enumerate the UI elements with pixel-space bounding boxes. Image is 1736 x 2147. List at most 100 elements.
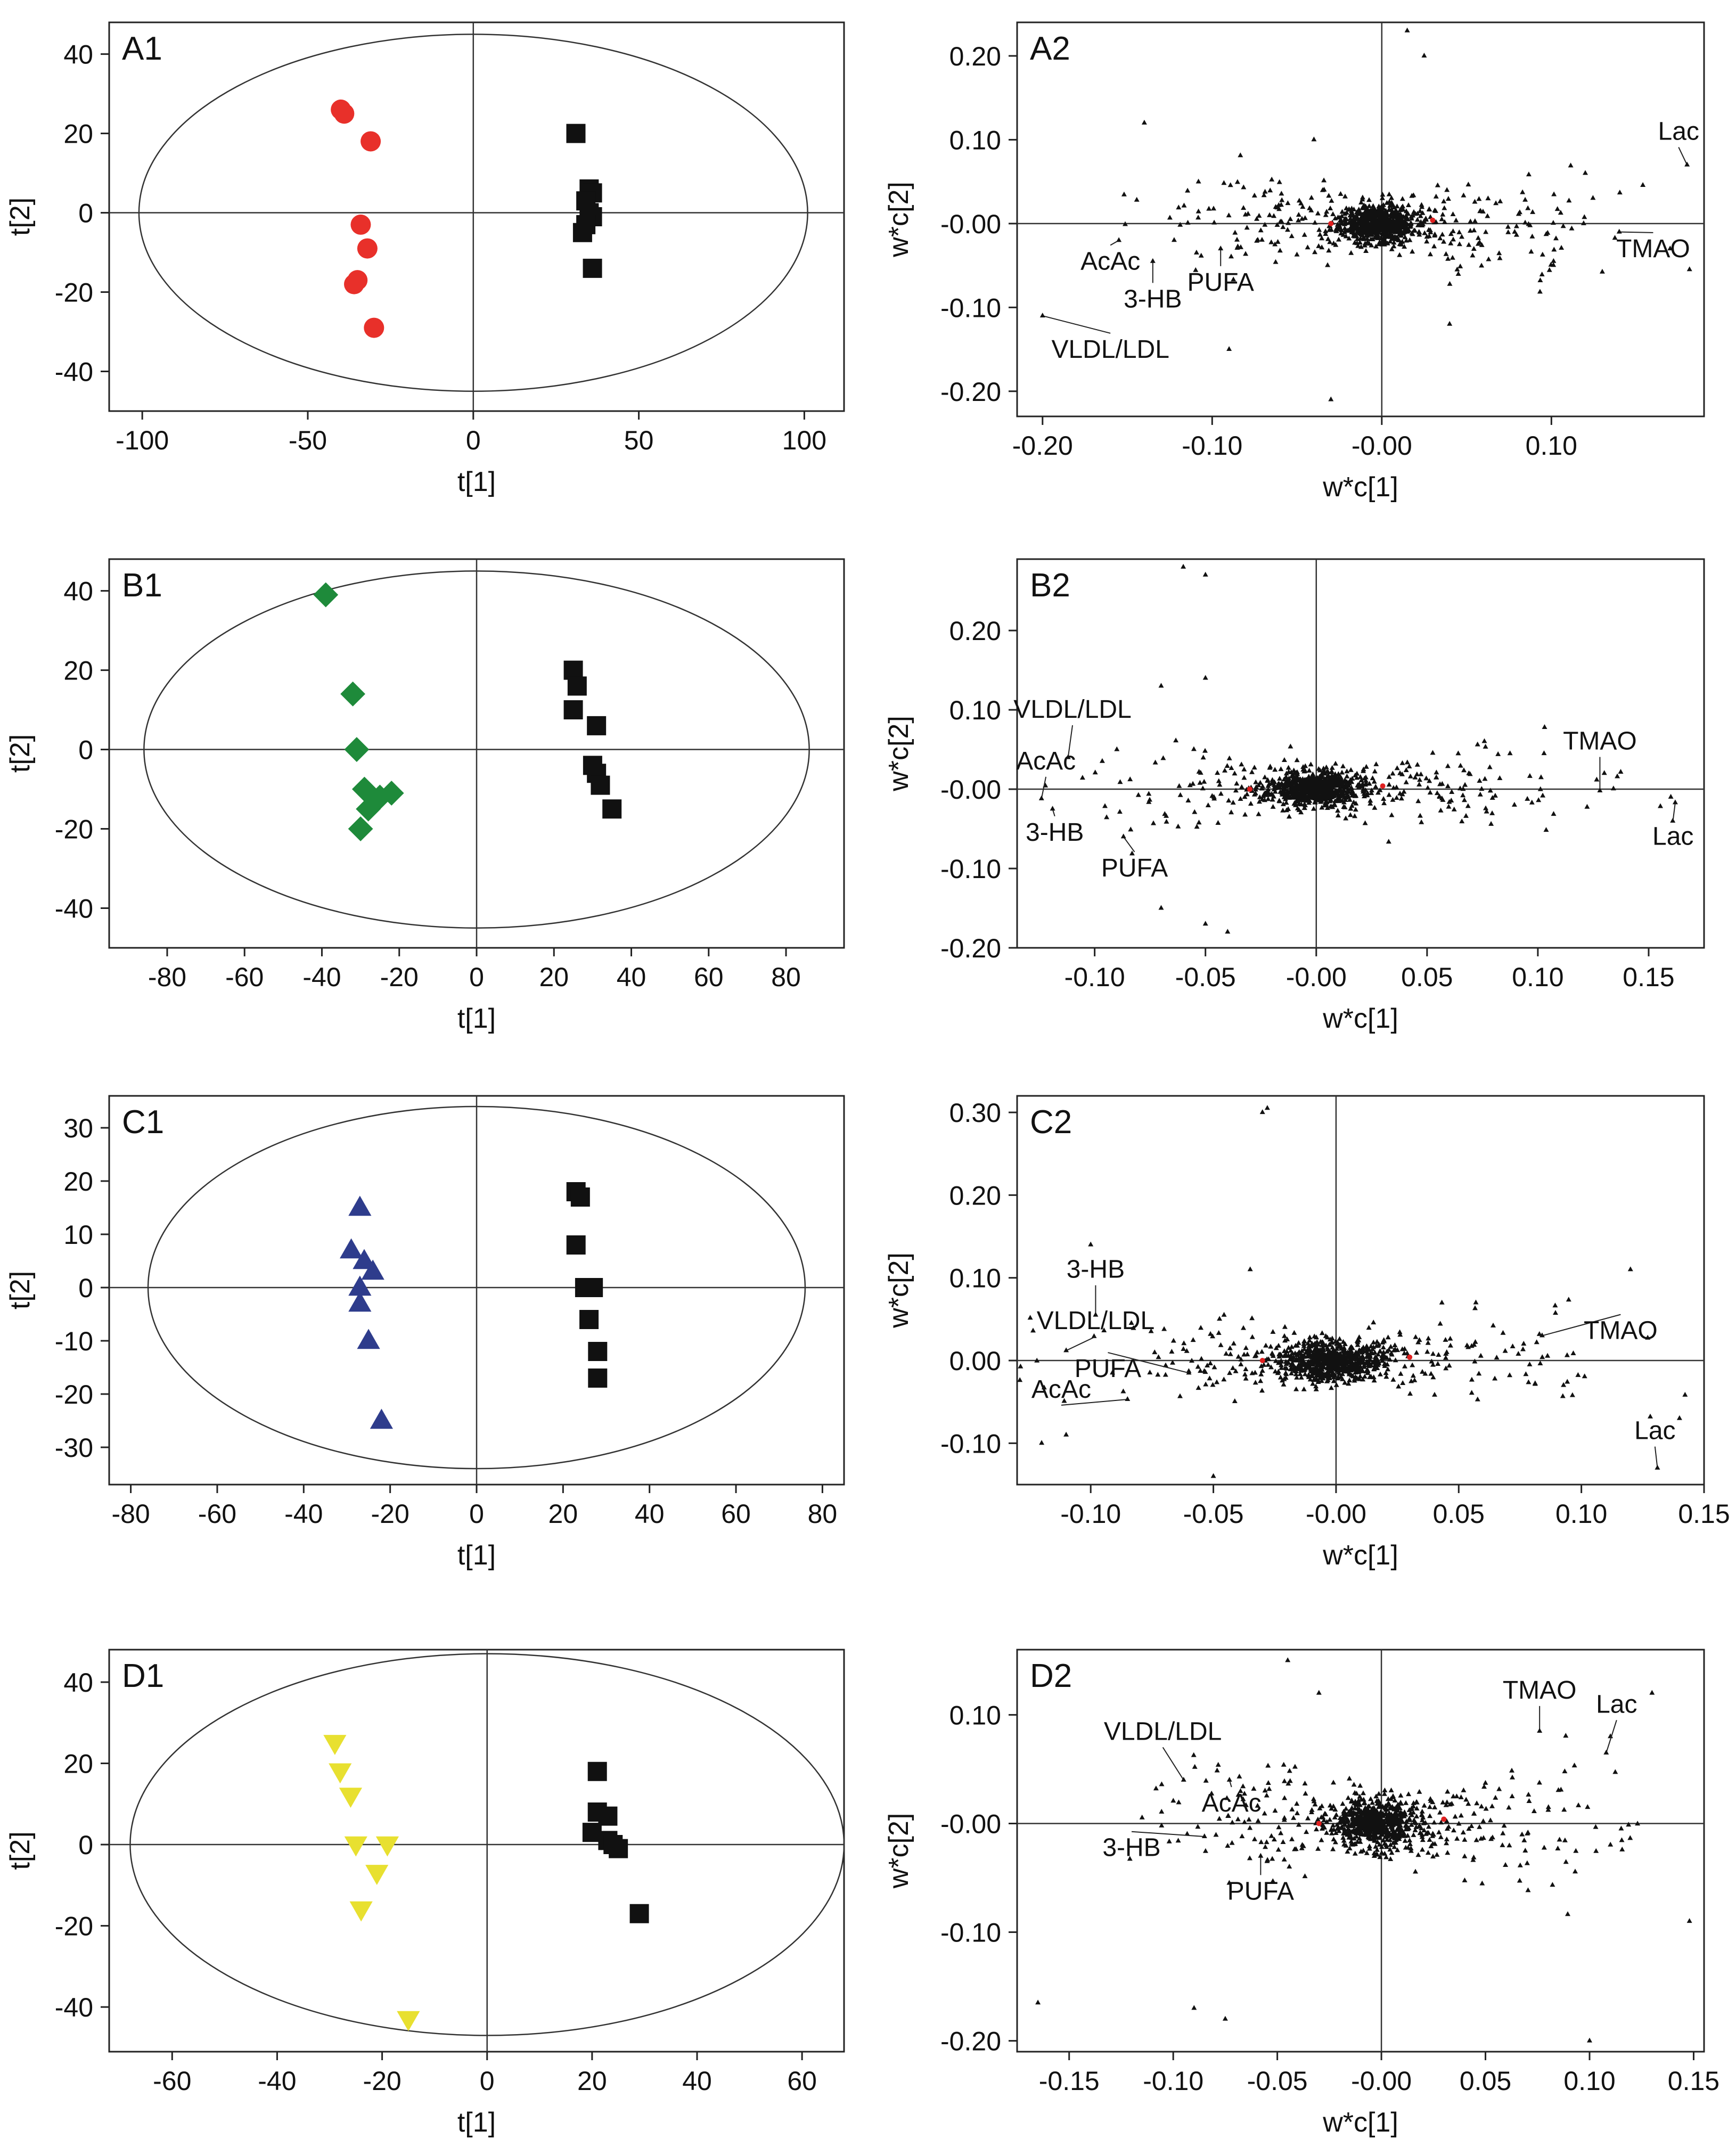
annotation-label: PUFA <box>1188 268 1254 297</box>
y-axis-label: w*c[2] <box>883 182 914 258</box>
x-tick-label: 0 <box>466 425 481 455</box>
score-point-control <box>588 1368 608 1388</box>
x-tick-label: 60 <box>721 1499 751 1529</box>
x-tick-label: 0.10 <box>1526 431 1577 461</box>
score-point-group <box>397 2011 420 2031</box>
score-point-group <box>370 1408 394 1429</box>
plot-frame <box>1016 558 1705 949</box>
y-tick-label: -30 <box>55 1433 93 1463</box>
y-tick-label: 20 <box>63 656 93 686</box>
panel-label: C2 <box>1030 1104 1072 1141</box>
x-tick-label: 0.10 <box>1563 2066 1615 2096</box>
x-tick-label: 0.15 <box>1668 2066 1719 2096</box>
panel-c2: -0.10 -0.05 -0.00 0.05 0.10 0.15 -0.10 0.00 0.10… <box>883 1095 1730 1571</box>
x-tick-label: -50 <box>289 425 327 455</box>
score-point-group <box>348 1275 372 1296</box>
score-point-control <box>566 1235 586 1255</box>
y-axis-label: t[2] <box>5 1271 36 1309</box>
y-axis-label: t[2] <box>5 198 36 236</box>
x-tick-label: 0.15 <box>1623 962 1674 992</box>
score-point-control <box>563 700 583 720</box>
y-axis-label: w*c[2] <box>883 716 914 792</box>
annotation-point <box>1125 1396 1131 1402</box>
x-tick-label: 60 <box>787 2066 817 2096</box>
score-point-control <box>591 775 610 795</box>
annotation-point <box>1116 237 1122 242</box>
annotation-label: AcAc <box>1202 1789 1262 1817</box>
y-tick-label: 30 <box>63 1113 93 1143</box>
annotation-label: TMAO <box>1616 235 1690 263</box>
annotation-point <box>1181 1776 1186 1782</box>
score-point-group <box>356 796 381 822</box>
x-tick-label: 40 <box>635 1499 665 1529</box>
y-tick-label: 0.00 <box>949 1346 1001 1376</box>
y-tick-label: 0.20 <box>949 42 1001 71</box>
annotation-point <box>1201 1833 1207 1838</box>
annotation-leader <box>1061 1399 1128 1406</box>
y-tick-label: 0 <box>78 735 93 765</box>
reference-point <box>1259 1358 1265 1364</box>
annotation-leader <box>1619 231 1653 233</box>
x-tick-label: -40 <box>284 1499 323 1529</box>
score-point-group <box>349 1901 373 1922</box>
y-tick-label: -40 <box>55 357 93 387</box>
score-point-group <box>357 1329 380 1349</box>
x-axis-label: w*c[1] <box>1322 472 1398 503</box>
score-point-group <box>329 1763 352 1784</box>
annotation-leader <box>1042 315 1111 334</box>
x-tick-label: 20 <box>548 1499 578 1529</box>
y-tick-label: -40 <box>55 1993 93 2022</box>
x-tick-label: -0.05 <box>1183 1499 1244 1529</box>
x-tick-label: -0.00 <box>1286 962 1347 992</box>
score-point-group <box>348 1195 372 1216</box>
x-tick-label: 100 <box>782 425 826 455</box>
annotation-point <box>1150 258 1156 263</box>
y-tick-label: 20 <box>63 1749 93 1779</box>
panel-label: C1 <box>122 1104 164 1141</box>
annotation-label: 3-HB <box>1102 1834 1160 1862</box>
annotation-point <box>1065 754 1071 759</box>
x-tick-label: 0.05 <box>1460 2066 1511 2096</box>
panel-a2: -0.20 -0.10 -0.00 0.10 -0.20 -0.10 -0.00 0.10 0.… <box>883 21 1705 503</box>
annotation-label: PUFA <box>1075 1355 1141 1383</box>
annotation-label: Lac <box>1634 1417 1675 1445</box>
annotation-point <box>1539 1332 1545 1338</box>
x-tick-label: 0 <box>469 1499 484 1529</box>
x-tick-label: 80 <box>771 962 801 992</box>
reference-point <box>1328 220 1334 226</box>
score-point-control <box>588 1342 608 1361</box>
x-axis-label: t[1] <box>457 1540 496 1571</box>
annotation-label: 3-HB <box>1067 1256 1125 1284</box>
confidence-ellipse <box>147 1105 806 1470</box>
annotation-label: AcAc <box>1016 747 1076 775</box>
annotation-point <box>1226 1776 1232 1782</box>
annotation-label: PUFA <box>1227 1877 1294 1905</box>
y-tick-label: -0.20 <box>940 377 1001 407</box>
annotation-point <box>1258 1853 1264 1858</box>
confidence-ellipse <box>129 1653 845 2036</box>
score-point-control <box>566 124 586 143</box>
score-point-group <box>351 776 377 802</box>
score-point-group <box>344 1836 367 1857</box>
score-point-group <box>350 214 371 235</box>
x-tick-label: -0.00 <box>1351 2066 1412 2096</box>
plot-frame <box>108 21 845 412</box>
score-point-control <box>584 1278 603 1297</box>
y-tick-label: -20 <box>55 1912 93 1941</box>
loading-points <box>1017 1105 1688 1478</box>
x-axis-label: w*c[1] <box>1322 1003 1398 1034</box>
x-tick-label: 40 <box>617 962 646 992</box>
x-tick-label: -0.10 <box>1143 2066 1203 2096</box>
y-tick-label: 40 <box>63 1668 93 1698</box>
score-point-control <box>609 1839 628 1858</box>
annotation-point <box>1063 1347 1069 1353</box>
annotation-point <box>1684 161 1690 167</box>
score-point-control <box>579 1310 599 1329</box>
y-tick-label: -0.10 <box>940 1429 1001 1458</box>
score-point-control <box>629 1904 649 1923</box>
score-point-group <box>348 816 373 841</box>
x-tick-label: -0.15 <box>1039 2066 1100 2096</box>
y-tick-label: 0.20 <box>949 616 1001 646</box>
y-tick-label: 0 <box>78 199 93 228</box>
y-tick-label: 0.10 <box>949 1700 1001 1730</box>
